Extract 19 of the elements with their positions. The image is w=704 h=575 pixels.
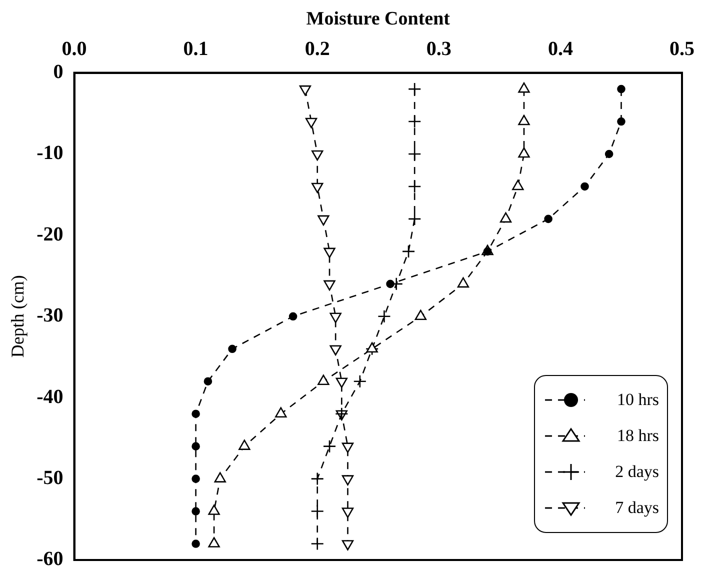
x-axis-title: Moisture Content	[306, 8, 451, 30]
x-tick-label: 0.2	[304, 38, 330, 60]
legend-label: 10 hrs	[616, 390, 659, 410]
y-tick-label: -50	[36, 466, 64, 489]
legend-label: 2 days	[614, 462, 659, 482]
y-axis-title: Depth (cm)	[8, 275, 28, 358]
y-tick-label: 0	[53, 60, 64, 83]
y-tick-label: -40	[36, 386, 64, 408]
y-tick-label: -10	[36, 142, 64, 164]
legend-label: 7 days	[614, 498, 659, 518]
x-tick-label: 0.4	[548, 38, 573, 60]
y-tick-label: -20	[36, 223, 64, 246]
x-tick-label: 0.3	[426, 38, 452, 60]
legend-label: 18 hrs	[616, 426, 659, 446]
x-tick-label: 0.5	[670, 38, 694, 60]
y-tick-label: -30	[36, 304, 64, 327]
y-tick-label: -60	[36, 548, 64, 570]
x-tick-label: 0.0	[62, 38, 87, 60]
x-tick-label: 0.1	[183, 38, 208, 60]
